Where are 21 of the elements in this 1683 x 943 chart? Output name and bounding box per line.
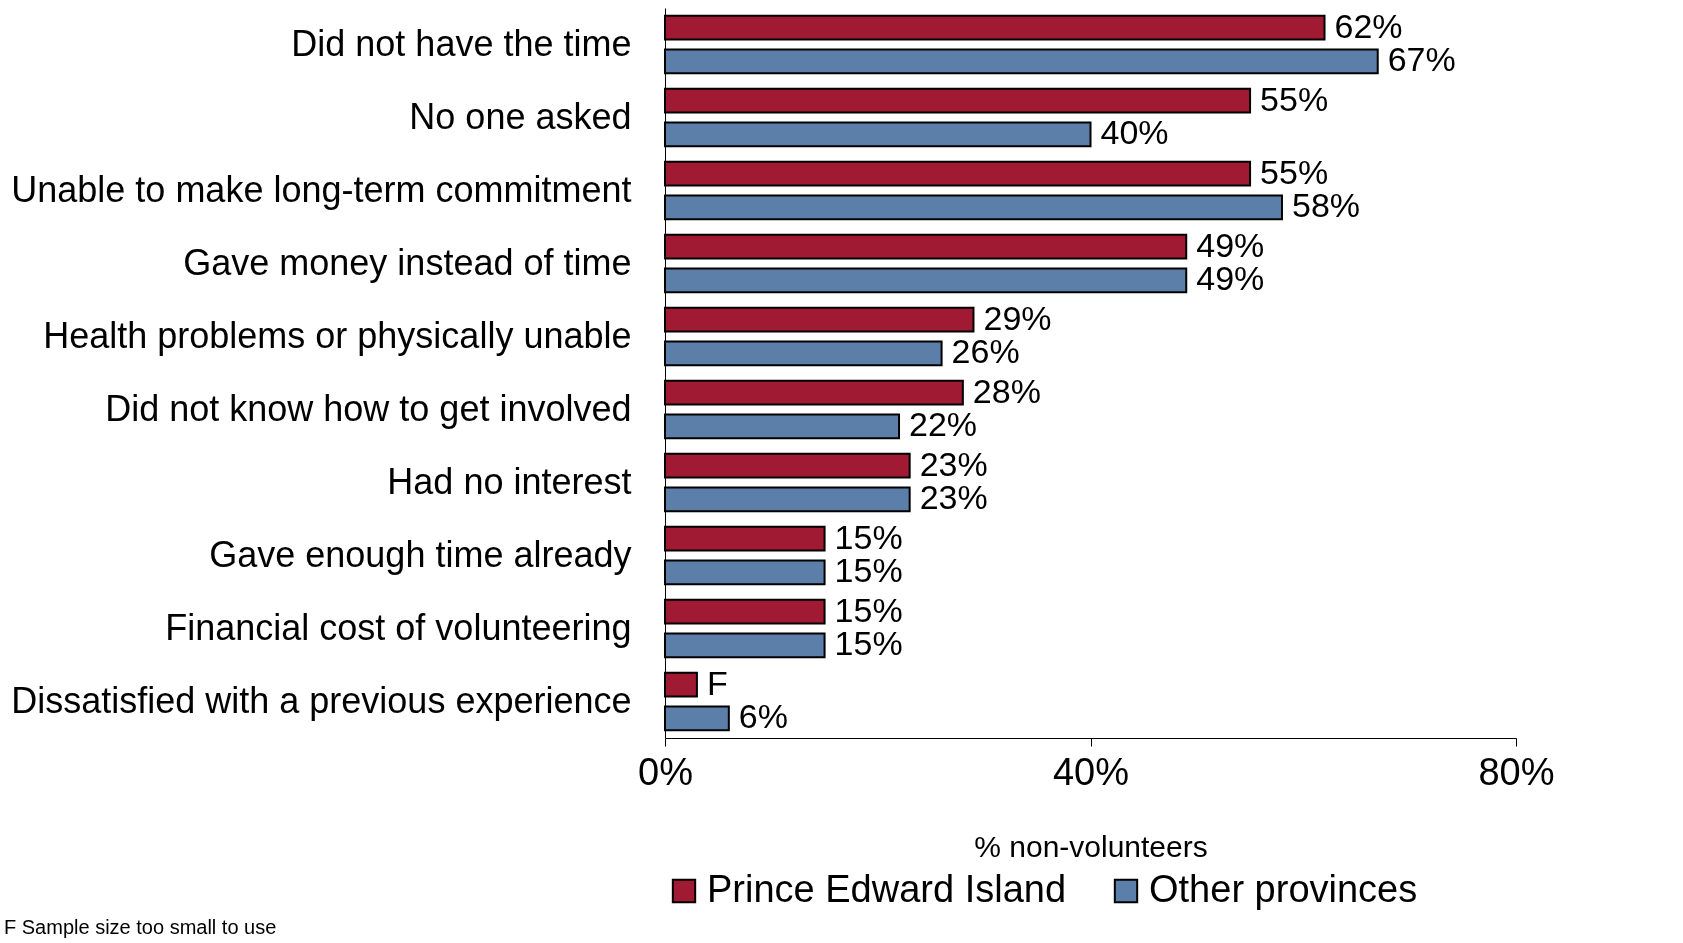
data-label: F (706, 663, 728, 702)
data-label: 6% (738, 697, 788, 736)
data-label: 55% (1260, 79, 1329, 118)
x-tick-label: 40% (1052, 750, 1130, 793)
y-tick-label: Dissatisfied with a previous experience (11, 679, 632, 721)
legend-label: Other provinces (1149, 868, 1418, 910)
y-tick-label: Financial cost of volunteering (165, 606, 632, 648)
footnote: F Sample size too small to use (4, 916, 277, 939)
x-tick-label: 0% (638, 750, 693, 793)
y-tick-label: Did not know how to get involved (105, 387, 632, 429)
x-axis-title: % non-volunteers (974, 829, 1208, 863)
y-tick-label: Health problems or physically unable (43, 314, 632, 356)
x-tick-label: 80% (1478, 750, 1555, 793)
y-tick-label: Gave enough time already (209, 533, 632, 575)
y-tick-label: Had no interest (387, 460, 632, 502)
y-tick-label: No one asked (409, 95, 632, 137)
y-tick-label: Gave money instead of time (183, 241, 632, 283)
legend-label: Prince Edward Island (707, 868, 1067, 910)
y-tick-label: Did not have the time (291, 22, 632, 64)
y-tick-label: Unable to make long-term commitment (11, 168, 632, 210)
data-label: 40% (1100, 113, 1169, 152)
